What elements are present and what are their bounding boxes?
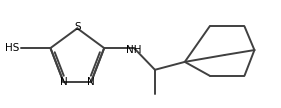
Text: NH: NH: [126, 45, 142, 55]
Text: N: N: [87, 77, 95, 87]
Text: HS: HS: [5, 43, 20, 53]
Text: S: S: [74, 22, 81, 32]
Text: N: N: [60, 77, 67, 87]
